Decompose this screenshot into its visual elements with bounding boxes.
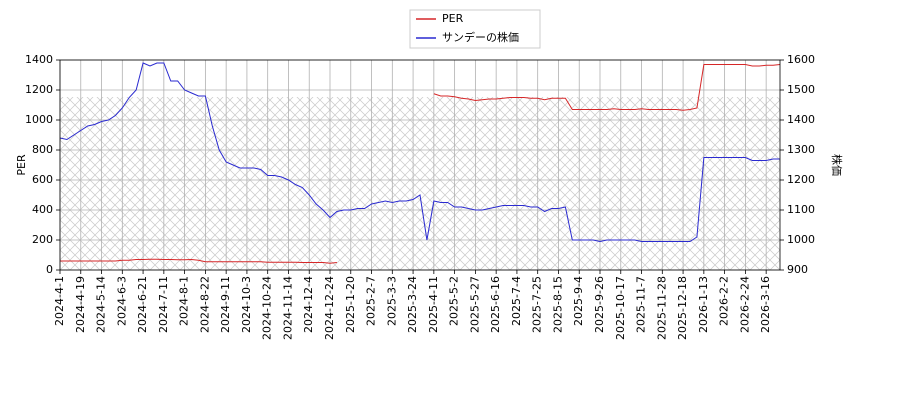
x-tick-label: 2024-12-4 <box>302 276 315 333</box>
x-tick-label: 2026-2-2 <box>718 276 731 326</box>
x-tick-label: 2024-6-3 <box>115 276 128 326</box>
x-tick-label: 2025-9-26 <box>593 276 606 333</box>
y2-axis-label: 株価 <box>830 154 844 176</box>
x-tick-label: 2025-11-28 <box>655 276 668 340</box>
data-line <box>59 62 780 243</box>
y2-tick-label: 1400 <box>787 113 815 126</box>
y-tick-label: 1200 <box>25 83 53 96</box>
x-tick-label: 2024-10-3 <box>240 276 253 333</box>
y-axis-label: PER <box>15 154 28 176</box>
y2-tick-label: 1600 <box>787 53 815 66</box>
x-tick-label: 2026-3-16 <box>759 276 772 333</box>
legend-label: PER <box>442 12 464 25</box>
x-tick-label: 2024-11-14 <box>281 276 294 340</box>
y2-tick-label: 900 <box>787 263 808 276</box>
x-tick-label: 2024-8-1 <box>178 276 191 326</box>
y-tick-label: 400 <box>32 203 53 216</box>
y2-tick-label: 1200 <box>787 173 815 186</box>
y-tick-label: 800 <box>32 143 53 156</box>
x-tick-label: 2024-5-14 <box>95 276 108 333</box>
x-tick-label: 2025-2-7 <box>365 276 378 326</box>
y2-tick-label: 1000 <box>787 233 815 246</box>
x-tick-label: 2025-8-15 <box>551 276 564 333</box>
x-tick-label: 2024-4-1 <box>53 276 66 326</box>
y-tick-label: 600 <box>32 173 53 186</box>
y-tick-label: 1400 <box>25 53 53 66</box>
data-line <box>60 64 781 264</box>
legend-box <box>409 9 541 49</box>
x-tick-label: 2024-9-11 <box>219 276 232 333</box>
x-tick-label: 2024-7-11 <box>157 276 170 333</box>
plot-frame <box>59 59 781 271</box>
y-tick-label: 200 <box>32 233 53 246</box>
x-tick-label: 2026-1-13 <box>697 276 710 333</box>
x-tick-label: 2025-9-4 <box>572 276 585 326</box>
y2-tick-label: 1300 <box>787 143 815 156</box>
x-tick-label: 2024-8-22 <box>198 276 211 333</box>
x-tick-label: 2025-1-20 <box>344 276 357 333</box>
y2-tick-label: 1500 <box>787 83 815 96</box>
x-tick-label: 2025-7-25 <box>531 276 544 333</box>
x-tick-label: 2025-3-24 <box>406 276 419 333</box>
x-tick-label: 2025-10-17 <box>614 276 627 340</box>
x-tick-label: 2025-12-18 <box>676 276 689 340</box>
legend-label: サンデーの株価 <box>442 30 519 44</box>
x-tick-label: 2025-4-11 <box>427 276 440 333</box>
lines <box>59 62 781 264</box>
x-tick-label: 2025-3-3 <box>385 276 398 326</box>
x-tick-label: 2024-6-21 <box>136 276 149 333</box>
x-tick-label: 2025-11-7 <box>635 276 648 333</box>
x-tick-label: 2025-5-2 <box>448 276 461 326</box>
x-tick-label: 2025-7-4 <box>510 276 523 326</box>
x-tick-label: 2026-2-24 <box>738 276 751 333</box>
y-tick-label: 0 <box>46 263 53 276</box>
grid <box>59 59 780 271</box>
x-tick-label: 2024-4-19 <box>74 276 87 333</box>
y-tick-label: 1000 <box>25 113 53 126</box>
x-tick-label: 2024-10-24 <box>261 276 274 340</box>
y2-tick-label: 1100 <box>787 203 815 216</box>
x-tick-label: 2024-12-24 <box>323 276 336 340</box>
x-tick-label: 2025-5-27 <box>468 276 481 333</box>
x-tick-label: 2025-6-16 <box>489 276 502 333</box>
hatched-band <box>60 97 780 270</box>
legend: PER サンデーの株価 <box>409 9 541 49</box>
